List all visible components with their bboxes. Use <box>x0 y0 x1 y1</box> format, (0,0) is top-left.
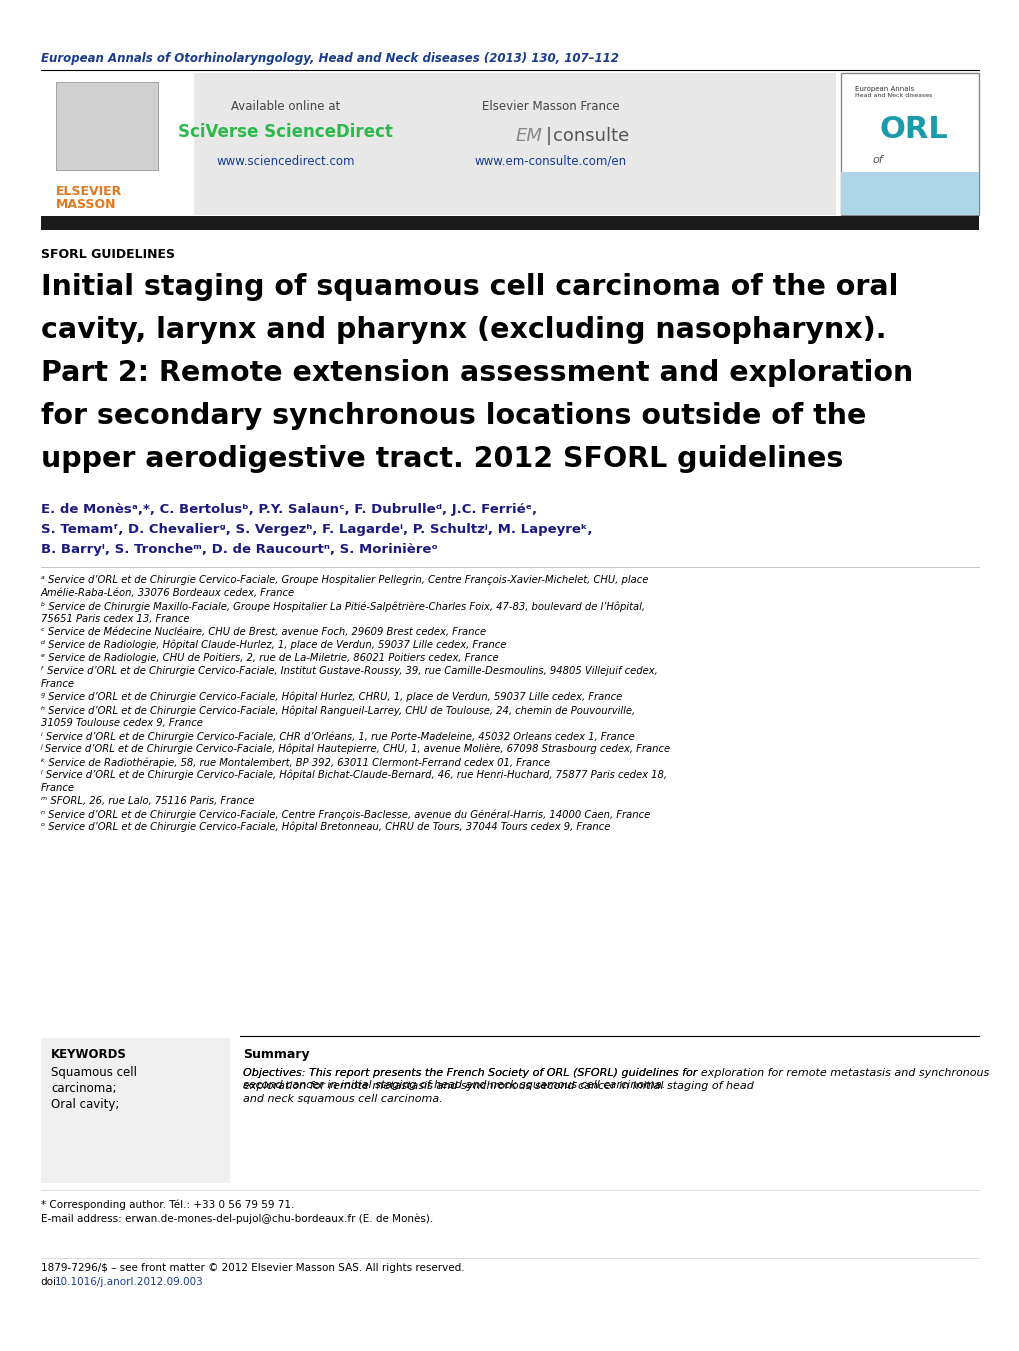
Text: E. de Monèsᵃ,*, C. Bertolusᵇ, P.Y. Salaunᶜ, F. Dubrulleᵈ, J.C. Ferriéᵉ,: E. de Monèsᵃ,*, C. Bertolusᵇ, P.Y. Salau… <box>41 503 536 516</box>
Text: France: France <box>41 680 74 689</box>
Text: SciVerse ScienceDirect: SciVerse ScienceDirect <box>178 123 392 141</box>
Text: ⁱ Service d’ORL et de Chirurgie Cervico-Faciale, CHR d’Orléans, 1, rue Porte-Mad: ⁱ Service d’ORL et de Chirurgie Cervico-… <box>41 731 634 742</box>
Text: cavity, larynx and pharynx (excluding nasopharynx).: cavity, larynx and pharynx (excluding na… <box>41 316 886 345</box>
Text: 10.1016/j.anorl.2012.09.003: 10.1016/j.anorl.2012.09.003 <box>55 1277 204 1288</box>
Text: SFORL GUIDELINES: SFORL GUIDELINES <box>41 249 174 261</box>
Text: 75651 Paris cedex 13, France: 75651 Paris cedex 13, France <box>41 613 190 624</box>
Bar <box>41 1038 229 1183</box>
Text: ᵍ Service d’ORL et de Chirurgie Cervico-Faciale, Hôpital Hurlez, CHRU, 1, place : ᵍ Service d’ORL et de Chirurgie Cervico-… <box>41 692 622 703</box>
Text: KEYWORDS: KEYWORDS <box>51 1048 126 1061</box>
Text: ELSEVIER: ELSEVIER <box>56 185 122 199</box>
Text: ᵉ Service de Radiologie, CHU de Poitiers, 2, rue de La-Miletrie, 86021 Poitiers : ᵉ Service de Radiologie, CHU de Poitiers… <box>41 653 498 663</box>
Text: B. Barryˡ, S. Troncheᵐ, D. de Raucourtⁿ, S. Morinièreᵒ: B. Barryˡ, S. Troncheᵐ, D. de Raucourtⁿ,… <box>41 543 437 557</box>
Text: Elsevier Masson France: Elsevier Masson France <box>482 100 619 113</box>
Text: consulte: consulte <box>552 127 629 145</box>
Bar <box>841 73 978 215</box>
Text: * Corresponding author. Tél.: +33 0 56 79 59 71.: * Corresponding author. Tél.: +33 0 56 7… <box>41 1200 293 1210</box>
Text: European Annals of Otorhinolaryngology, Head and Neck diseases (2013) 130, 107–1: European Annals of Otorhinolaryngology, … <box>41 51 619 65</box>
Bar <box>56 82 158 170</box>
Text: Summary: Summary <box>243 1048 309 1061</box>
Text: EM: EM <box>515 127 541 145</box>
Bar <box>841 172 978 215</box>
Text: ᵒ Service d’ORL et de Chirurgie Cervico-Faciale, Hôpital Bretonneau, CHRU de Tou: ᵒ Service d’ORL et de Chirurgie Cervico-… <box>41 821 609 832</box>
Text: www.sciencedirect.com: www.sciencedirect.com <box>216 155 355 168</box>
Text: Squamous cell: Squamous cell <box>51 1066 137 1079</box>
Text: 1879-7296/$ – see front matter © 2012 Elsevier Masson SAS. All rights reserved.: 1879-7296/$ – see front matter © 2012 El… <box>41 1263 464 1273</box>
Text: S. Temamᶠ, D. Chevalierᵍ, S. Vergezʰ, F. Lagardeⁱ, P. Schultzʲ, M. Lapeyreᵏ,: S. Temamᶠ, D. Chevalierᵍ, S. Vergezʰ, F.… <box>41 523 592 536</box>
Text: ᵃ Service d’ORL et de Chirurgie Cervico-Faciale, Groupe Hospitalier Pellegrin, C: ᵃ Service d’ORL et de Chirurgie Cervico-… <box>41 576 647 585</box>
Text: of: of <box>871 155 881 165</box>
Bar <box>41 216 978 230</box>
Text: carcinoma;: carcinoma; <box>51 1082 116 1096</box>
Text: Amélie-Raba-Léon, 33076 Bordeaux cedex, France: Amélie-Raba-Léon, 33076 Bordeaux cedex, … <box>41 588 294 598</box>
Text: E-mail address: erwan.de-mones-del-pujol@chu-bordeaux.fr (E. de Monès).: E-mail address: erwan.de-mones-del-pujol… <box>41 1215 433 1224</box>
Text: doi:: doi: <box>41 1277 60 1288</box>
Text: |: | <box>545 127 551 145</box>
Text: Objectives: This report presents the French Society of ORL (SFORL) guidelines fo: Objectives: This report presents the Fre… <box>243 1069 988 1090</box>
Text: www.em-consulte.com/en: www.em-consulte.com/en <box>474 155 627 168</box>
Text: Part 2: Remote extension assessment and exploration: Part 2: Remote extension assessment and … <box>41 359 912 386</box>
Text: ᵈ Service de Radiologie, Hôpital Claude-Hurlez, 1, place de Verdun, 59037 Lille : ᵈ Service de Radiologie, Hôpital Claude-… <box>41 640 505 650</box>
Text: and neck squamous cell carcinoma.: and neck squamous cell carcinoma. <box>243 1094 442 1104</box>
Text: 31059 Toulouse cedex 9, France: 31059 Toulouse cedex 9, France <box>41 717 203 728</box>
Text: Available online at: Available online at <box>230 100 340 113</box>
Text: ʰ Service d’ORL et de Chirurgie Cervico-Faciale, Hôpital Rangueil-Larrey, CHU de: ʰ Service d’ORL et de Chirurgie Cervico-… <box>41 705 634 716</box>
Text: upper aerodigestive tract. 2012 SFORL guidelines: upper aerodigestive tract. 2012 SFORL gu… <box>41 444 843 473</box>
Text: ⁿ Service d’ORL et de Chirurgie Cervico-Faciale, Centre François-Baclesse, avenu: ⁿ Service d’ORL et de Chirurgie Cervico-… <box>41 809 649 820</box>
Text: ᵏ Service de Radiothérapie, 58, rue Montalembert, BP 392, 63011 Clermont-Ferrand: ᵏ Service de Radiothérapie, 58, rue Mont… <box>41 757 549 767</box>
Text: Head and Neck diseases: Head and Neck diseases <box>854 93 931 99</box>
Bar <box>41 73 194 215</box>
Text: for secondary synchronous locations outside of the: for secondary synchronous locations outs… <box>41 403 865 430</box>
Text: ᶠ Service d’ORL et de Chirurgie Cervico-Faciale, Institut Gustave-Roussy, 39, ru: ᶠ Service d’ORL et de Chirurgie Cervico-… <box>41 666 657 676</box>
Text: exploration for remote metastasis and synchronous second cancer in initial stagi: exploration for remote metastasis and sy… <box>243 1081 753 1092</box>
Text: Initial staging of squamous cell carcinoma of the oral: Initial staging of squamous cell carcino… <box>41 273 898 301</box>
Text: ˡ Service d’ORL et de Chirurgie Cervico-Faciale, Hôpital Bichat-Claude-Bernard, : ˡ Service d’ORL et de Chirurgie Cervico-… <box>41 770 666 781</box>
Text: MASSON: MASSON <box>56 199 116 211</box>
Text: Oral cavity;: Oral cavity; <box>51 1098 119 1111</box>
Text: ʲ Service d’ORL et de Chirurgie Cervico-Faciale, Hôpital Hautepierre, CHU, 1, av: ʲ Service d’ORL et de Chirurgie Cervico-… <box>41 744 671 754</box>
Text: France: France <box>41 784 74 793</box>
Text: ᵐ SFORL, 26, rue Lalo, 75116 Paris, France: ᵐ SFORL, 26, rue Lalo, 75116 Paris, Fran… <box>41 796 254 807</box>
Text: ᵇ Service de Chirurgie Maxillo-Faciale, Groupe Hospitalier La Pitié-Salpêtrière-: ᵇ Service de Chirurgie Maxillo-Faciale, … <box>41 601 644 612</box>
Bar <box>41 73 836 215</box>
Text: Objectives: This report presents the French Society of ORL (SFORL) guidelines fo: Objectives: This report presents the Fre… <box>243 1069 696 1078</box>
Text: ORL: ORL <box>878 115 947 145</box>
Text: ᶜ Service de Médecine Nucléaire, CHU de Brest, avenue Foch, 29609 Brest cedex, F: ᶜ Service de Médecine Nucléaire, CHU de … <box>41 627 485 638</box>
Text: European Annals: European Annals <box>854 86 913 92</box>
